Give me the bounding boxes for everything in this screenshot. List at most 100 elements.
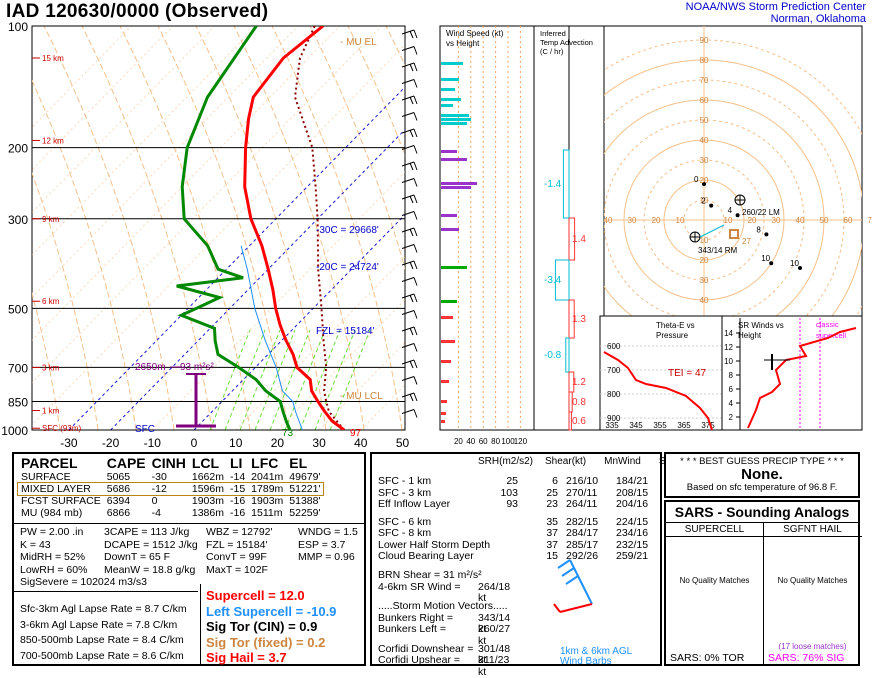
wind-barb-flag xyxy=(409,129,414,138)
wind-speed-bar xyxy=(441,380,449,383)
effective-layer-depth: 2650m xyxy=(135,362,166,373)
dry-adiabat xyxy=(195,26,327,430)
kinematics-cell: 6 xyxy=(552,475,558,487)
kinematics-cell: 204/16 xyxy=(616,498,649,510)
temp-tick-label: 10 xyxy=(229,436,243,450)
wind-speed-tick: 20 xyxy=(454,437,463,446)
temp-tick-label: 20 xyxy=(271,436,285,450)
hodo-ring-label: 20 xyxy=(700,256,709,265)
barbs-caption-1: 1km & 6km AGL xyxy=(560,646,633,657)
hodo-ring-label: 80 xyxy=(700,56,709,65)
barbs-caption-2: Wind Barbs xyxy=(560,656,612,667)
bunkers-left-value: 260/27 kt xyxy=(478,623,511,647)
theta-e-y-tick: 900 xyxy=(607,414,621,423)
hodo-axis-label: 10 xyxy=(724,216,733,225)
wind-barb-staff xyxy=(401,244,415,249)
hodo-point-label: 10 xyxy=(790,259,799,268)
sr-y-tick: 12 xyxy=(724,343,733,352)
parcel-cell: -15 xyxy=(229,483,246,495)
isotherm xyxy=(32,26,174,171)
parcel-cell: -12 xyxy=(151,483,167,495)
sr-winds-panel: SR Winds vsHeightclassicsupercell1412108… xyxy=(724,318,857,430)
left-supercell-composite: Left Supercell = -10.9 xyxy=(206,603,337,619)
index-value: 3CAPE = 113 J/kg xyxy=(104,526,190,538)
hodo-ring-label: 10 xyxy=(700,236,709,245)
wind-speed-bar xyxy=(441,412,446,415)
dry-adiabat xyxy=(233,26,365,430)
kin-header: SRH(m2/s2) xyxy=(478,456,534,467)
corfidi-down-row: Corfidi Downshear = 301/48 kt xyxy=(378,642,510,666)
lapse-rate: 850-500mb Lapse Rate = 8.4 C/km xyxy=(20,634,184,646)
corfidi-up-row: Corfidi Upshear = 311/23 kt xyxy=(378,654,509,677)
lapse-rate: 3-6km Agl Lapse Rate = 7.8 C/km xyxy=(20,618,178,631)
parcel-cell: MU (984 mb) xyxy=(21,507,83,519)
mu-lcl-label: - MU LCL xyxy=(340,391,383,402)
temperature-trace xyxy=(243,26,345,430)
index-value: MidRH = 52% xyxy=(20,551,86,563)
corfidi-down-label: Corfidi Downshear = xyxy=(378,642,474,655)
temp-adv-bar xyxy=(565,337,570,373)
hodo-point-label: 8 xyxy=(756,225,761,234)
parcel-col-header: LCL xyxy=(191,455,220,471)
skewt-curves xyxy=(176,26,345,430)
wind-speed-bar xyxy=(441,214,457,217)
wind-speed-bar xyxy=(441,150,457,153)
temp-tick-label: -10 xyxy=(144,436,162,450)
wind-speed-bar xyxy=(441,114,469,117)
parcel-cell: 1903m xyxy=(251,495,284,507)
theta-e-x-tick: 365 xyxy=(677,421,691,430)
composite-params: Supercell = 12.0 Left Supercell = -10.9 … xyxy=(206,588,336,666)
wind-speed-bar xyxy=(441,88,455,91)
wind-speed-tick: 40 xyxy=(466,437,475,446)
dewpoint-trace xyxy=(176,26,292,430)
fzl-label: FZL = 15184' xyxy=(316,326,375,337)
sr-y-tick: 4 xyxy=(729,399,734,408)
wind-barb-flag xyxy=(413,194,418,204)
wind-barb-flag xyxy=(413,326,418,336)
isotherm xyxy=(32,26,257,256)
temp-adv-value: -3.4 xyxy=(544,275,562,286)
wind-barb-flag xyxy=(413,46,418,55)
mixing-ratio-line xyxy=(224,329,266,430)
hodo-point xyxy=(709,203,714,208)
storm-motion-title: .....Storm Motion Vectors..... xyxy=(378,600,508,612)
hodo-ring-label: 60 xyxy=(700,96,709,105)
kinematics-cell: 216/10 xyxy=(566,475,599,487)
height-label: 12 km xyxy=(42,136,64,145)
sig-hail: Sig Hail = 3.7 xyxy=(206,650,287,665)
sars-title: SARS - Sounding Analogs xyxy=(666,502,858,523)
parcel-cell: 6866 xyxy=(106,507,131,519)
hodo-ring-label: 10 xyxy=(700,196,709,205)
height-label: 9 km xyxy=(42,215,60,224)
parcel-cell: 1789m xyxy=(251,483,284,495)
sfc-temp-label: 97 xyxy=(350,428,362,439)
index-value: WBZ = 12792' xyxy=(206,526,273,538)
parcel-trace xyxy=(293,26,345,430)
sfc-dewpoint-label: 73 xyxy=(282,428,294,439)
index-value: MaxT = 102F xyxy=(206,563,268,576)
parcel-cell: -14 xyxy=(229,471,246,483)
hodo-axis-label: 70 xyxy=(868,216,872,225)
temp-adv-subtitle: Temp Advection xyxy=(540,38,593,47)
corfidi-down-value: 301/48 kt xyxy=(478,642,511,666)
wind-speed-bar xyxy=(441,420,445,423)
index-value: PW = 2.00 .in xyxy=(20,526,84,538)
hodo-axis-label: 20 xyxy=(748,216,757,225)
kinematics-panel: SRH(m2/s2) Shear(kt) MnWind SRW SFC - 1 … xyxy=(370,452,682,677)
sars-panel: SARS - Sounding Analogs SUPERCELL SGFNT … xyxy=(664,500,862,666)
wind-barb-flag xyxy=(413,376,418,385)
kinematics-cell: 37 xyxy=(546,538,558,551)
parcel-row-selected[interactable]: MIXED LAYER 5686 -12 1596m -15 1789m 512… xyxy=(16,482,325,496)
kinematics-cell: 232/15 xyxy=(616,538,649,551)
wind-barb-flag xyxy=(413,227,418,237)
wind-barb-flag xyxy=(413,392,418,402)
parcel-cell: -30 xyxy=(151,471,167,483)
parcel-row: SURFACE 5065 -30 1662m -14 2041m 49679' xyxy=(18,471,323,483)
parcel-cell: 51388' xyxy=(289,495,321,507)
wind-speed-bar xyxy=(441,158,467,161)
parcel-cell: MIXED LAYER xyxy=(21,483,91,495)
sr-winds-frame xyxy=(721,315,863,431)
temp-adv-value: 1.2 xyxy=(572,377,586,388)
divider xyxy=(14,591,198,592)
